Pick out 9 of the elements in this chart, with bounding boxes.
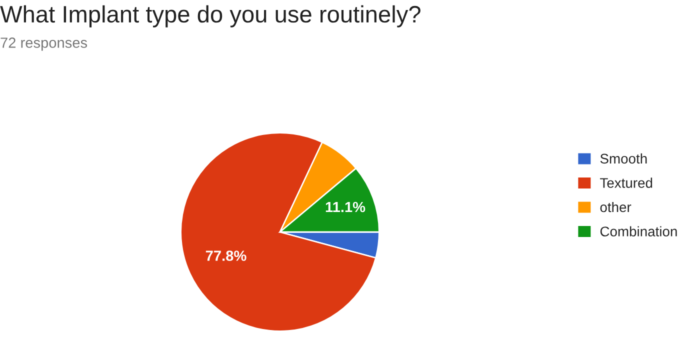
legend-label: Textured	[600, 178, 652, 188]
legend-label: other	[600, 202, 632, 212]
data-label: 77.8%	[206, 250, 246, 261]
data-label: 11.1%	[326, 202, 366, 212]
chart-title: What Implant type do you use routinely?	[0, 5, 420, 28]
legend-label: Smooth	[600, 153, 647, 164]
pie-slice	[180, 132, 376, 332]
text: 72 responses	[0, 38, 88, 51]
legend-label: Combination	[600, 226, 677, 236]
